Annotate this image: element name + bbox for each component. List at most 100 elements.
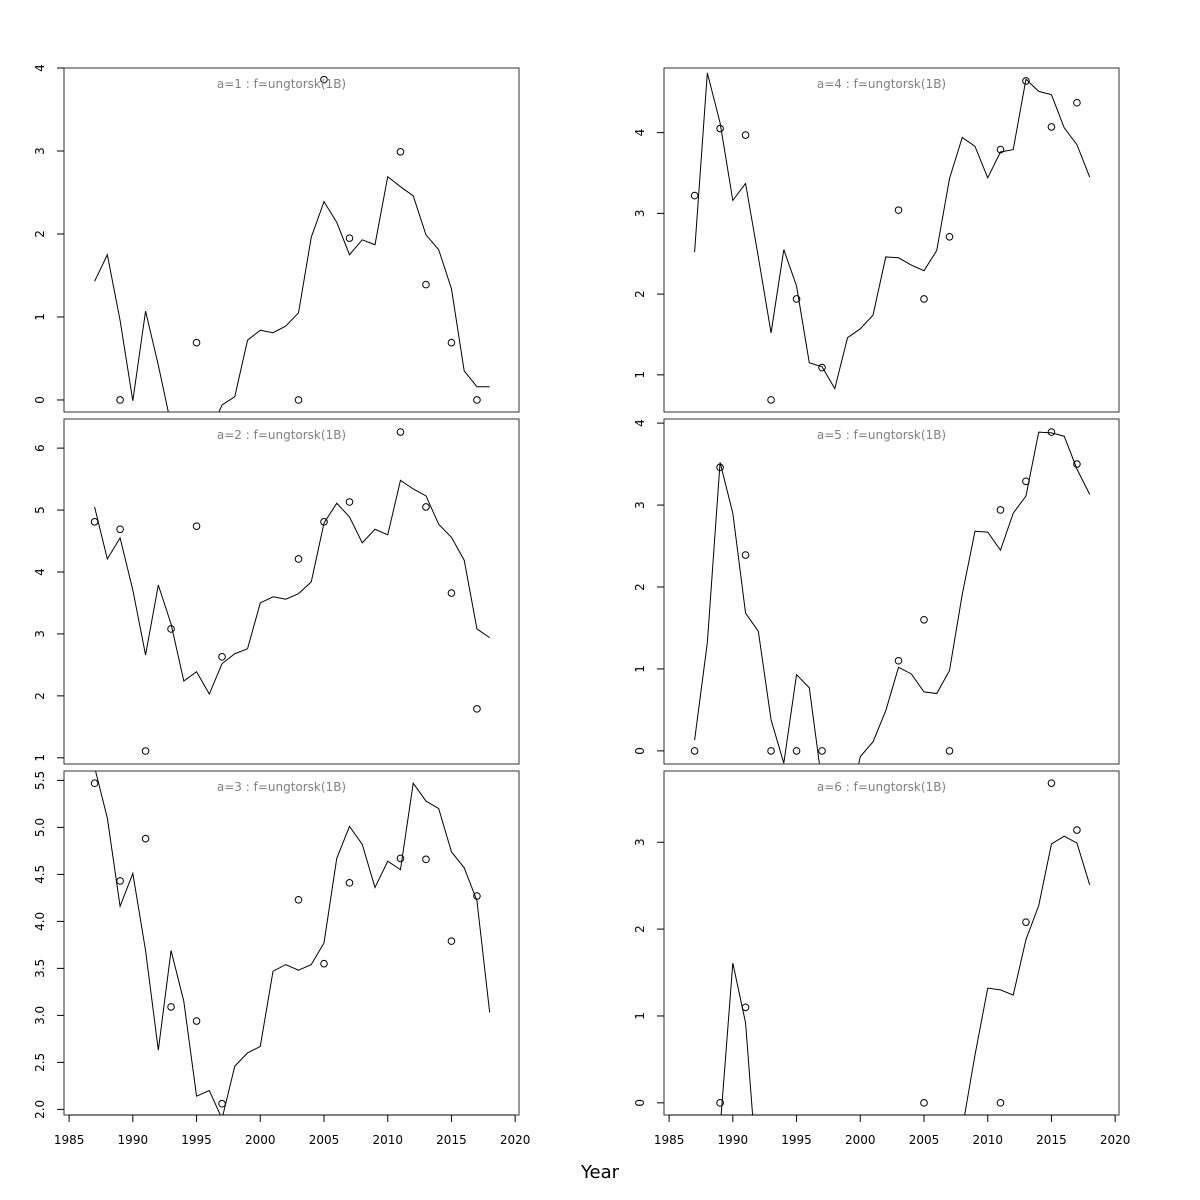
panel-title: a=3 : f=ungtorsk(1B) [217, 780, 346, 794]
data-line [694, 72, 1091, 390]
x-tick-label: 1995 [781, 1133, 812, 1147]
data-point [116, 525, 124, 534]
panel-title: a=5 : f=ungtorsk(1B) [817, 428, 946, 442]
data-point [945, 747, 954, 755]
data-point [920, 615, 928, 624]
data-point [320, 959, 328, 968]
data-point [473, 396, 481, 404]
data-point [473, 892, 481, 900]
plot-frame [63, 67, 520, 413]
x-tick-label: 2020 [1100, 1133, 1131, 1147]
x-tick-label: 2015 [436, 1133, 467, 1147]
data-point [192, 1017, 201, 1025]
data-point [396, 854, 405, 863]
data-point [690, 191, 699, 200]
plot-frame [663, 67, 1120, 413]
y-tick-label: 3 [33, 147, 47, 155]
data-point [1022, 477, 1030, 486]
data-point [920, 295, 928, 303]
y-tick-label: 4 [633, 419, 647, 427]
data-point [690, 747, 699, 755]
x-tick-label: 1985 [654, 1133, 685, 1147]
y-tick-label: 3 [633, 210, 647, 218]
data-point [141, 834, 150, 843]
y-tick-label: 2 [633, 583, 647, 591]
y-tick-label: 4 [33, 568, 47, 576]
y-tick-label: 2 [33, 230, 47, 238]
y-tick-label: 2.0 [33, 1100, 47, 1119]
x-tick-label: 2020 [500, 1133, 531, 1147]
data-point [422, 503, 430, 511]
data-point [894, 206, 903, 214]
panel-title: a=6 : f=ungtorsk(1B) [817, 780, 946, 794]
y-tick-label: 1 [633, 371, 647, 379]
x-tick-label: 2000 [245, 1133, 276, 1147]
data-point [996, 145, 1005, 154]
data-point [1047, 779, 1056, 787]
y-tick-label: 0 [33, 396, 47, 404]
y-tick-label: 2.5 [33, 1053, 47, 1072]
y-tick-label: 1 [33, 754, 47, 762]
y-tick-label: 5.0 [33, 818, 47, 837]
data-point [192, 338, 201, 347]
data-point [447, 937, 456, 945]
data-point [447, 338, 456, 347]
data-point [741, 131, 750, 139]
data-point [996, 1099, 1005, 1107]
data-point [792, 295, 801, 303]
data-point [345, 234, 354, 242]
plot-frame [663, 418, 1120, 765]
plot-area [90, 771, 491, 1115]
plot-frame [63, 418, 520, 765]
y-tick-label: 1 [33, 313, 47, 321]
data-point [90, 779, 99, 788]
plot-area [690, 428, 1091, 764]
x-tick-label: 2010 [972, 1133, 1003, 1147]
data-line [95, 771, 491, 1115]
data-point [90, 518, 99, 526]
data-point [716, 463, 724, 472]
x-tick-label: 1990 [718, 1133, 749, 1147]
data-point [920, 1099, 928, 1107]
data-line [720, 835, 1091, 1115]
data-point [945, 232, 954, 241]
x-tick-label: 1990 [118, 1133, 149, 1147]
data-point [996, 506, 1005, 514]
data-point [320, 518, 328, 526]
data-point [741, 1003, 750, 1012]
y-tick-label: 1 [633, 1012, 647, 1020]
x-tick-label: 1995 [181, 1133, 212, 1147]
plot-frame [663, 770, 1120, 1116]
data-point [294, 555, 303, 563]
data-point [1073, 98, 1081, 107]
data-point [396, 148, 405, 156]
data-line [94, 479, 490, 696]
data-point [818, 747, 826, 755]
plot-area [690, 72, 1091, 404]
plot-frame [63, 770, 520, 1116]
data-point [218, 653, 226, 661]
y-tick-label: 5 [33, 506, 47, 514]
data-point [167, 625, 175, 633]
x-axis-label: Year [580, 1162, 620, 1183]
data-point [473, 705, 481, 713]
y-tick-label: 3 [633, 501, 647, 509]
plot-area [90, 428, 490, 755]
data-point [192, 522, 201, 530]
y-tick-label: 3.0 [33, 1006, 47, 1025]
y-tick-label: 2 [633, 925, 647, 933]
data-point [894, 656, 903, 665]
x-tick-label: 2005 [909, 1133, 940, 1147]
x-tick-label: 2010 [372, 1133, 403, 1147]
y-tick-label: 0 [633, 747, 647, 755]
data-point [218, 1099, 226, 1108]
data-point [422, 855, 430, 864]
data-point [396, 428, 405, 436]
y-tick-label: 4.0 [33, 912, 47, 931]
y-tick-label: 2 [633, 290, 647, 298]
x-tick-label: 2005 [309, 1133, 340, 1147]
data-point [818, 363, 826, 372]
plot-area [94, 75, 490, 412]
data-point [116, 877, 124, 885]
data-point [767, 747, 775, 755]
